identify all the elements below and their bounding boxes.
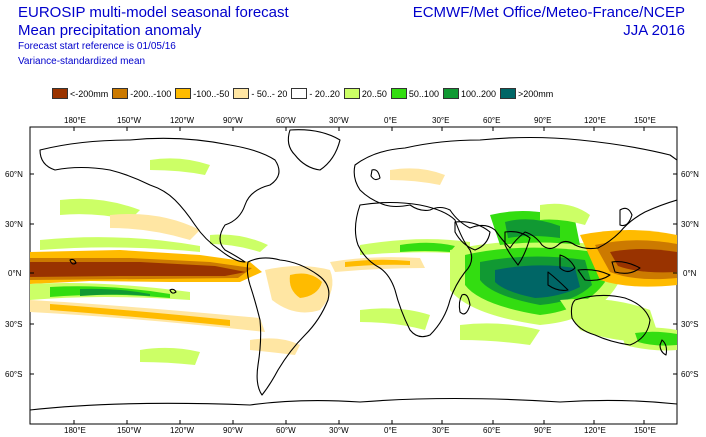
dry-anomaly-south-america-core	[289, 273, 322, 298]
legend-label: 100..200	[460, 88, 496, 99]
wet-anomaly-north-pacific	[40, 237, 200, 252]
dry-anomaly-south-atlantic	[250, 338, 300, 355]
wet-anomaly-south-atlantic	[360, 308, 430, 330]
legend-item: -100..-50	[175, 88, 229, 99]
legend-label: -100..-50	[193, 88, 230, 99]
wet-anomaly-south-asia-core	[505, 219, 560, 238]
lat-label: 30°N	[681, 220, 699, 229]
source-centres: ECMWF/Met Office/Meteo-France/NCEP	[412, 4, 685, 21]
legend-swatch	[233, 88, 250, 99]
legend-swatch	[500, 88, 516, 99]
legend-swatch	[442, 88, 459, 99]
top-longitude-labels: 180°E 150°W 120°W 90°W 60°W 30°W 0°E 30°…	[64, 116, 656, 125]
lat-label: 60°N	[681, 170, 699, 179]
wet-anomaly-sahel-core	[400, 242, 455, 252]
legend-label: <-200mm	[70, 88, 109, 99]
lon-label: 150°W	[117, 426, 142, 435]
wet-anomaly-central-america	[210, 234, 268, 252]
wet-anomaly-south-ocean	[140, 347, 200, 365]
legend-label: - 20..20	[309, 88, 340, 99]
legend-item: 20..50	[343, 88, 387, 99]
lon-label: 150°E	[634, 116, 656, 125]
legend-item: 100..200	[442, 88, 496, 99]
lon-label: 150°W	[117, 116, 142, 125]
lon-label: 180°E	[64, 426, 86, 435]
method-info: Variance-standardized mean	[18, 56, 146, 67]
tick-marks	[30, 127, 677, 424]
legend-item: 50..100	[390, 88, 439, 99]
legend-label: 50..100	[408, 88, 439, 99]
lat-label: 0°N	[8, 269, 22, 278]
dry-anomaly-south-pacific-mid	[50, 304, 230, 326]
legend-swatch	[52, 88, 68, 99]
dry-anomaly-europe	[390, 168, 445, 185]
coastlines	[30, 129, 677, 411]
legend-swatch	[291, 88, 308, 99]
lon-label: 0°E	[384, 426, 397, 435]
legend-item: <-200mm	[52, 88, 108, 99]
legend-label: 20..50	[361, 88, 387, 99]
lat-label: 30°S	[681, 320, 698, 329]
color-legend: <-200mm -200..-100 -100..-50 - 50..- 20 …	[52, 88, 557, 99]
lon-label: 120°W	[170, 116, 195, 125]
season-label: JJA 2016	[623, 22, 685, 39]
lon-label: 90°W	[223, 116, 243, 125]
bottom-longitude-labels: 180°E 150°W 120°W 90°W 60°W 30°W 0°E 30°…	[64, 426, 656, 435]
lon-label: 30°E	[432, 426, 449, 435]
lat-label: 30°N	[5, 220, 23, 229]
lon-label: 30°W	[329, 426, 349, 435]
legend-item: >200mm	[500, 88, 553, 99]
lat-label: 60°S	[681, 370, 698, 379]
lon-label: 60°W	[276, 116, 296, 125]
lon-label: 150°E	[634, 426, 656, 435]
legend-label: >200mm	[518, 88, 554, 99]
lat-label: 30°S	[5, 320, 22, 329]
lon-label: 120°E	[584, 116, 606, 125]
legend-item: -200..-100	[112, 88, 171, 99]
title-line-1: EUROSIP multi-model seasonal forecast	[18, 4, 289, 21]
lon-label: 90°E	[534, 116, 551, 125]
lon-label: 60°E	[483, 426, 500, 435]
dry-anomaly-pacific-extreme	[30, 262, 246, 277]
lat-label: 60°S	[5, 370, 22, 379]
lon-label: 120°E	[584, 426, 606, 435]
lon-label: 60°E	[483, 116, 500, 125]
legend-label: -200..-100	[130, 88, 172, 99]
lon-label: 120°W	[170, 426, 195, 435]
wet-anomaly-south-indian	[460, 323, 540, 345]
lon-label: 0°E	[384, 116, 397, 125]
dry-anomaly-atlantic-core	[345, 259, 410, 267]
legend-swatch	[343, 88, 360, 99]
dry-anomaly-north-pacific	[110, 214, 200, 240]
legend-swatch	[175, 88, 192, 99]
legend-item: - 50..- 20	[233, 88, 287, 99]
wet-anomaly-south-pacific-center	[80, 288, 150, 296]
title-line-2: Mean precipitation anomaly	[18, 22, 202, 39]
lon-label: 180°E	[64, 116, 86, 125]
wet-anomaly-south-pacific-east-core	[635, 331, 677, 346]
legend-swatch	[390, 88, 407, 99]
anomaly-fields	[30, 158, 677, 365]
dry-anomaly-west-pacific-extreme	[610, 249, 677, 273]
lon-label: 30°W	[329, 116, 349, 125]
forecast-start-info: Forecast start reference is 01/05/16	[18, 41, 176, 52]
lon-label: 60°W	[276, 426, 296, 435]
legend-item: - 20..20	[291, 88, 340, 99]
wet-anomaly-north-america	[150, 158, 210, 175]
legend-swatch	[112, 88, 129, 99]
lat-label: 0°N	[683, 269, 697, 278]
wet-anomaly-central-asia	[540, 203, 590, 225]
legend-label: - 50..- 20	[251, 88, 288, 99]
lon-label: 30°E	[432, 116, 449, 125]
right-latitude-labels: 60°N 30°N 0°N 30°S 60°S	[681, 170, 699, 379]
lon-label: 90°W	[223, 426, 243, 435]
lon-label: 90°E	[534, 426, 551, 435]
left-latitude-labels: 60°N 30°N 0°N 30°S 60°S	[5, 170, 23, 379]
lat-label: 60°N	[5, 170, 23, 179]
